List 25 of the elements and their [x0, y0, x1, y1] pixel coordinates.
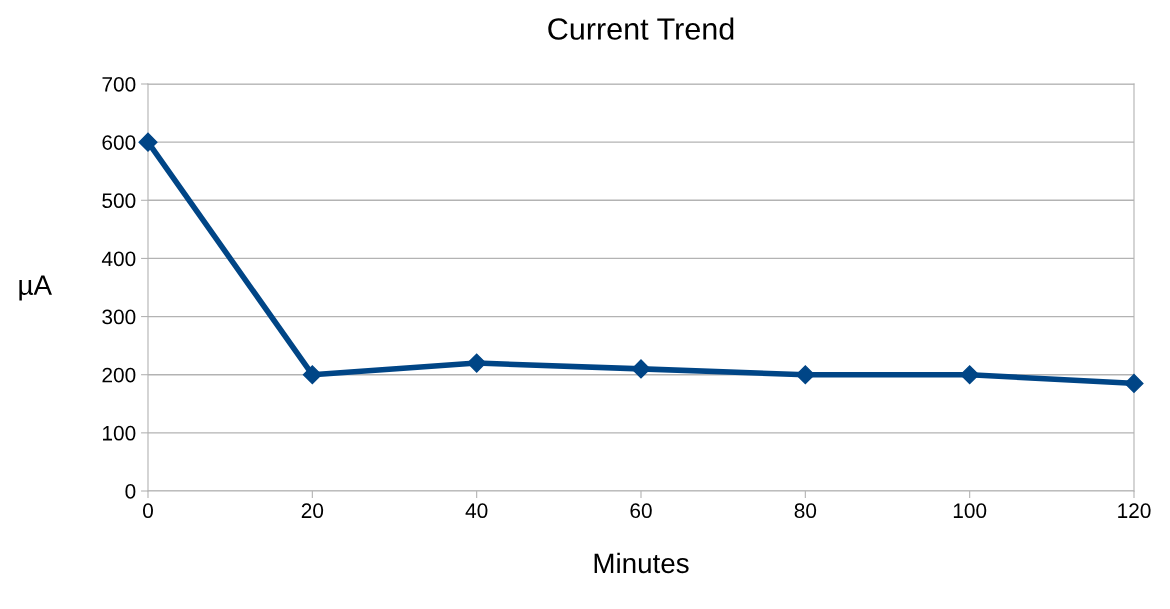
- y-tick-label: 200: [102, 367, 136, 383]
- x-tick-label: 120: [1118, 503, 1151, 519]
- y-tick-label: 600: [102, 135, 136, 150]
- y-tick-label: 100: [103, 425, 136, 441]
- y-axis-title: µA: [19, 275, 52, 301]
- x-tick-label: 60: [630, 503, 652, 519]
- point: [631, 359, 651, 379]
- x-tick-label: 80: [794, 503, 817, 519]
- point: [467, 353, 487, 373]
- x-tick-label: 0: [143, 503, 153, 519]
- y-tick-label: 400: [101, 251, 136, 267]
- y-tick-label: 0: [125, 484, 136, 499]
- point: [302, 365, 322, 385]
- point: [795, 365, 815, 385]
- point: [138, 132, 158, 152]
- chart-title: Current Trend: [548, 17, 734, 40]
- x-tick-label: 40: [465, 503, 488, 519]
- x-tick-label: 20: [301, 503, 324, 519]
- point: [960, 365, 980, 385]
- point: [1124, 373, 1144, 393]
- y-tick-label: 500: [102, 193, 136, 209]
- x-tick-label: 100: [953, 503, 987, 519]
- y-tick-label: 700: [102, 77, 136, 92]
- y-tick-label: 300: [102, 309, 136, 325]
- x-axis-title: Minutes: [594, 552, 689, 574]
